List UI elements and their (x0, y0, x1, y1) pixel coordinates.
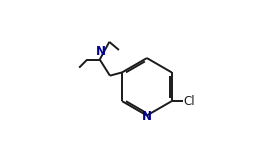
Text: Cl: Cl (183, 95, 195, 108)
Text: N: N (96, 45, 106, 58)
Text: N: N (142, 110, 152, 123)
